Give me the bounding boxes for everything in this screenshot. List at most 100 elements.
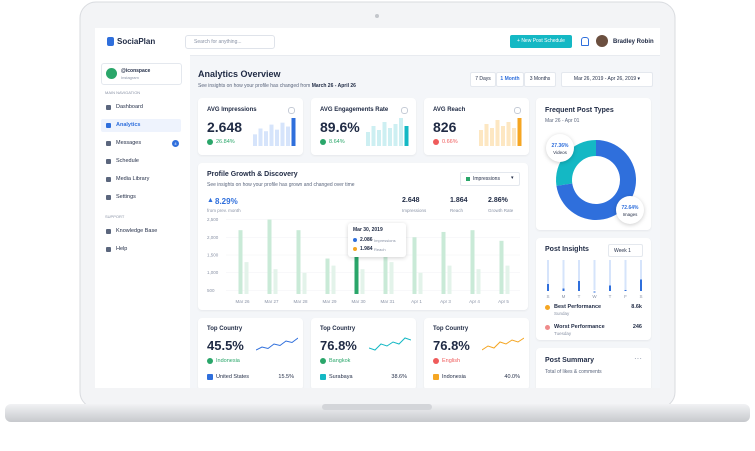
sparkline-chart [482, 337, 524, 351]
nav-icon [106, 247, 111, 252]
mini-bars [253, 118, 296, 146]
nav-item[interactable]: Dashboard [101, 101, 181, 114]
period-tab[interactable]: 7 Days [470, 72, 496, 87]
new-post-button[interactable]: + New Post Schedule [510, 35, 572, 48]
performance-label: Worst Performance [554, 324, 605, 330]
card-subtitle: Total of likes & comments [545, 369, 602, 375]
metric-name: Impressions [402, 208, 427, 213]
bar-track [547, 260, 549, 290]
period-tab[interactable]: 3 Months [524, 72, 556, 87]
performance-label: Best Performance [554, 304, 602, 310]
card-title: Post Insights [545, 246, 589, 253]
nav-item[interactable]: Schedule [101, 155, 181, 168]
bar-track [562, 260, 565, 290]
period-tab[interactable]: 1 Month [496, 72, 524, 87]
section-heading: SUPPORT [105, 214, 125, 219]
mini-bar [404, 126, 409, 146]
y-tick-label: 2,500 [207, 217, 219, 222]
nav-badge: 4 [172, 140, 179, 147]
nav-label: Dashboard [116, 104, 143, 110]
bar [267, 219, 272, 294]
nav-icon [106, 159, 111, 164]
donut-slice [556, 140, 596, 186]
trend-icon [320, 139, 326, 145]
stat-title: AVG Impressions [207, 107, 257, 113]
bar [547, 284, 549, 291]
date-picker[interactable]: Mar 26, 2019 - Apr 26, 2019 ▾ [561, 72, 653, 87]
mini-bar [264, 131, 268, 146]
subtitle-text: See insights on how your profile has cha… [198, 83, 311, 89]
metric-value: 2.648 [402, 197, 420, 204]
metric-name: Reach [450, 208, 464, 213]
nav-icon [106, 123, 111, 128]
trend-icon [433, 139, 439, 145]
user-name[interactable]: Bradley Robin [613, 39, 654, 45]
x-tick-label: Apr 4 [469, 299, 480, 304]
nav-label: Schedule [116, 158, 139, 164]
week-dropdown[interactable]: Week 1 [608, 244, 643, 257]
nav-icon [106, 195, 111, 200]
mini-bar [280, 122, 285, 146]
trend-icon [433, 358, 439, 364]
x-tick-label: Mar 30 [351, 299, 366, 304]
nav-item[interactable]: Analytics [101, 119, 181, 132]
bar [389, 262, 394, 294]
trend-icon [320, 358, 326, 364]
mini-bar [258, 128, 263, 146]
mini-bar [399, 118, 403, 146]
stat-title: AVG Engagements Rate [320, 107, 389, 113]
nav-item[interactable]: Messages 4 [101, 137, 181, 150]
day-label: T [578, 294, 581, 299]
nav-item[interactable]: Settings [101, 191, 181, 204]
y-tick-label: 1,000 [207, 270, 219, 275]
stat-value: 2.648 [207, 119, 243, 135]
search[interactable]: Search for anything... [185, 35, 275, 49]
donut-label-bubble [616, 196, 644, 224]
section-heading: MAIN NAVIGATION [105, 90, 141, 95]
sparkline-chart [256, 337, 298, 351]
stat-value: 89.6% [320, 119, 360, 135]
bar-track [593, 260, 596, 290]
day-label: T [609, 294, 612, 299]
account-avatar [106, 68, 117, 79]
country-card: Top Country 45.5% Indonesia United States 15… [198, 318, 303, 388]
bar [562, 288, 565, 291]
day-label: S [639, 294, 642, 299]
nav-item[interactable]: Media Library [101, 173, 181, 186]
sparkline [482, 337, 524, 351]
bar [354, 234, 359, 294]
trend-icon [207, 358, 213, 364]
donut-chart: 27.36%Videos 72.64%Images [546, 134, 644, 224]
more-menu[interactable]: ··· [634, 354, 642, 363]
bar [412, 237, 417, 294]
x-tick-label: Mar 27 [264, 299, 279, 304]
tooltip-value: 1.984 [360, 246, 373, 252]
mini-bar [512, 128, 516, 146]
slice-name: Images [623, 212, 639, 217]
avatar[interactable] [596, 35, 608, 47]
second-share: 38.6% [391, 374, 407, 380]
second-country: Surabaya [329, 374, 353, 380]
metric-dropdown[interactable]: Impressions ▾ [460, 172, 520, 186]
x-tick-label: Apr 1 [411, 299, 422, 304]
account-switcher[interactable]: @iconspace Instagram [101, 63, 182, 85]
bar [609, 285, 611, 291]
country-name: Indonesia [216, 358, 240, 364]
country-swatch [320, 374, 326, 380]
subtitle-range: March 26 - April 26 [311, 83, 356, 89]
donut-label-bubble [546, 134, 574, 162]
logo-icon [107, 37, 114, 46]
mini-bar [506, 122, 511, 146]
country-name: English [442, 358, 461, 364]
post-types-card: Frequent Post Types Mar 26 - Apr 01 27.36%… [536, 98, 651, 230]
nav-item[interactable]: Help [101, 243, 181, 256]
country-card: Top Country 76.8% Bangkok Surabaya 38.6% [311, 318, 416, 388]
bar [441, 231, 446, 294]
info-icon [288, 107, 295, 114]
growth-value: 8.29% [215, 197, 238, 206]
mini-bars [366, 118, 409, 146]
metric-swatch [466, 177, 470, 181]
bell-icon[interactable] [581, 37, 589, 46]
nav-item[interactable]: Knowledge Base [101, 225, 181, 238]
